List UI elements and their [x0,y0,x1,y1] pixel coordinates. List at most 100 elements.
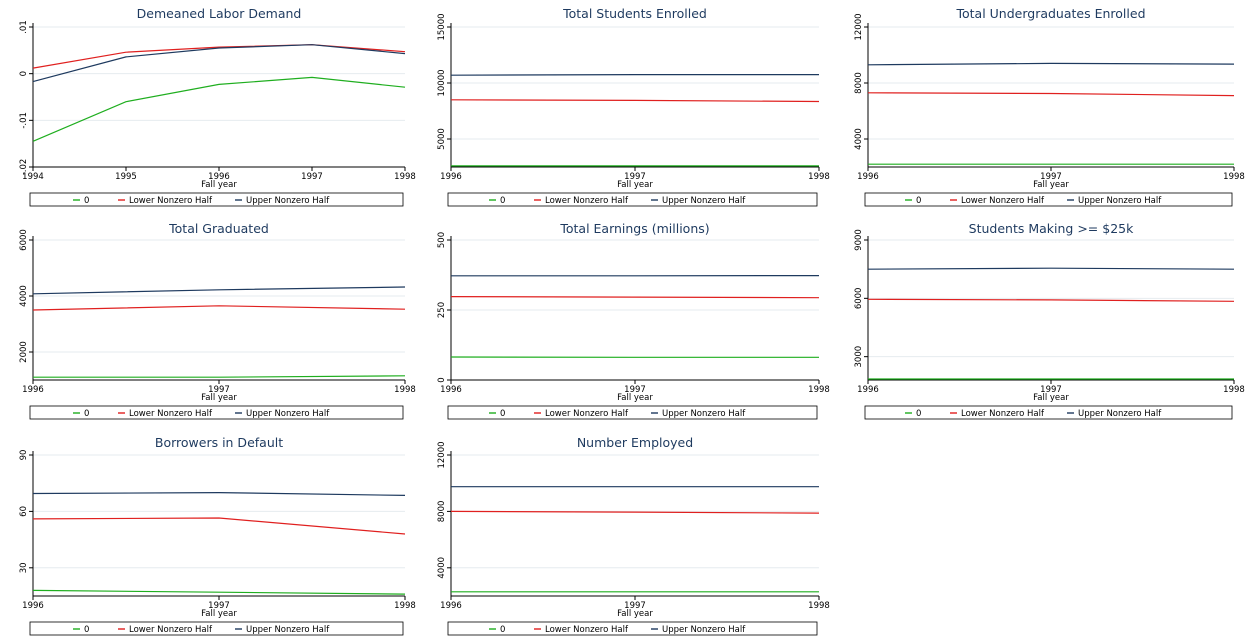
chart-panel: Total Undergraduates Enrolled 4000 8000 120… [854,6,1245,207]
series-line [32,589,406,595]
legend-label: 0 [84,196,89,206]
series-line [867,92,1235,97]
x-axis-title: Fall year [617,393,653,403]
series-line [450,73,819,76]
x-tick-label: 1998 [808,385,830,395]
x-tick-label: 1998 [394,385,416,395]
x-axis-title: Fall year [1033,180,1069,190]
x-tick-label: 1996 [208,172,230,182]
x-tick-label: 1996 [857,385,879,395]
x-tick-label: 1997 [208,385,230,395]
panel-title: Total Earnings (millions) [559,221,709,236]
legend: 0 Lower Nonzero Half Upper Nonzero Half [864,192,1233,207]
y-tick-label: 12000 [437,441,447,468]
x-tick-label: 1997 [301,172,323,182]
legend: 0 Lower Nonzero Half Upper Nonzero Half [29,621,404,636]
y-tick-label: 8000 [437,501,447,523]
x-axis-title: Fall year [617,180,653,190]
legend-label: Upper Nonzero Half [662,409,746,419]
legend-label: Lower Nonzero Half [545,409,629,419]
y-tick-label: 15000 [437,13,447,40]
x-tick-label: 1995 [115,172,137,182]
x-axis-title: Fall year [617,609,653,619]
x-tick-label: 1997 [208,601,230,611]
legend: 0 Lower Nonzero Half Upper Nonzero Half [29,192,404,207]
x-tick-label: 1998 [1223,385,1245,395]
series-line [33,375,406,378]
y-tick-label: 3000 [854,346,864,368]
series-line [32,44,406,83]
x-tick-label: 1996 [440,172,462,182]
legend-label: 0 [500,409,505,419]
x-tick-label: 1997 [624,172,646,182]
y-tick-label: 0 [437,377,447,382]
legend: 0 Lower Nonzero Half Upper Nonzero Half [864,405,1233,420]
x-tick-label: 1998 [808,172,830,182]
legend-label: Lower Nonzero Half [129,409,213,419]
legend: 0 Lower Nonzero Half Upper Nonzero Half [29,405,404,420]
chart-panel: Demeaned Labor Demand -.02 -.01 0 .01 1994 199… [19,6,416,207]
legend-box [29,192,404,207]
y-tick-label: 0 [19,71,29,76]
legend-box [864,192,1233,207]
series-line [32,491,406,496]
chart-panel: Total Students Enrolled 5000 10000 15000 199… [437,6,830,207]
y-tick-label: 6000 [19,229,29,251]
chart-panel: Number Employed 4000 8000 12000 1996 1997 1998… [437,435,830,636]
series-line [32,305,406,311]
legend-label: 0 [500,196,505,206]
panel-title: Students Making >= $25k [969,221,1134,236]
x-tick-label: 1997 [1040,172,1062,182]
legend: 0 Lower Nonzero Half Upper Nonzero Half [447,405,818,420]
y-tick-label: 30 [19,562,29,573]
y-tick-label: 250 [437,302,447,318]
legend-box [864,405,1233,420]
y-tick-label: -.01 [19,112,29,129]
legend-label: Lower Nonzero Half [129,625,213,635]
panel-title: Demeaned Labor Demand [137,6,302,21]
y-tick-label: 60 [19,506,29,517]
y-tick-label: .01 [19,20,29,34]
x-tick-label: 1994 [22,172,44,182]
x-tick-label: 1996 [857,172,879,182]
x-tick-label: 1997 [1040,385,1062,395]
legend-label: Lower Nonzero Half [545,196,629,206]
x-tick-label: 1997 [624,385,646,395]
legend-label: Upper Nonzero Half [246,625,330,635]
legend: 0 Lower Nonzero Half Upper Nonzero Half [447,621,818,636]
x-tick-label: 1996 [440,385,462,395]
chart-panel: Total Graduated 2000 4000 6000 1996 1997 1998 F… [19,221,416,420]
x-axis-title: Fall year [1033,393,1069,403]
series-line [450,99,820,103]
y-tick-label: 4000 [19,285,29,307]
series-line [450,510,820,514]
y-tick-label: 6000 [854,288,864,310]
series-line [32,76,406,142]
y-tick-label: 4000 [437,557,447,579]
series-line [32,44,406,69]
series-line [32,517,406,535]
series-line [867,298,1235,302]
legend-box [29,621,404,636]
legend-box [447,192,818,207]
chart-panel: Borrowers in Default 30 60 90 1996 1997 1998 Fa… [19,435,416,636]
x-axis-title: Fall year [201,180,237,190]
x-axis-title: Fall year [201,393,237,403]
legend-label: Upper Nonzero Half [662,196,746,206]
legend-label: Upper Nonzero Half [662,625,746,635]
legend-label: Upper Nonzero Half [246,409,330,419]
legend-label: 0 [916,409,921,419]
legend-box [447,405,818,420]
y-tick-label: 2000 [19,341,29,363]
legend-label: Lower Nonzero Half [961,196,1045,206]
series-line [450,296,820,299]
y-tick-label: 500 [437,232,447,248]
series-line [867,62,1235,66]
legend-label: 0 [84,625,89,635]
legend-label: Lower Nonzero Half [129,196,213,206]
chart-panel: Students Making >= $25k 3000 6000 9000 1996 1… [854,221,1245,420]
x-tick-label: 1998 [394,601,416,611]
y-tick-label: 5000 [437,128,447,150]
series-line [32,286,406,295]
